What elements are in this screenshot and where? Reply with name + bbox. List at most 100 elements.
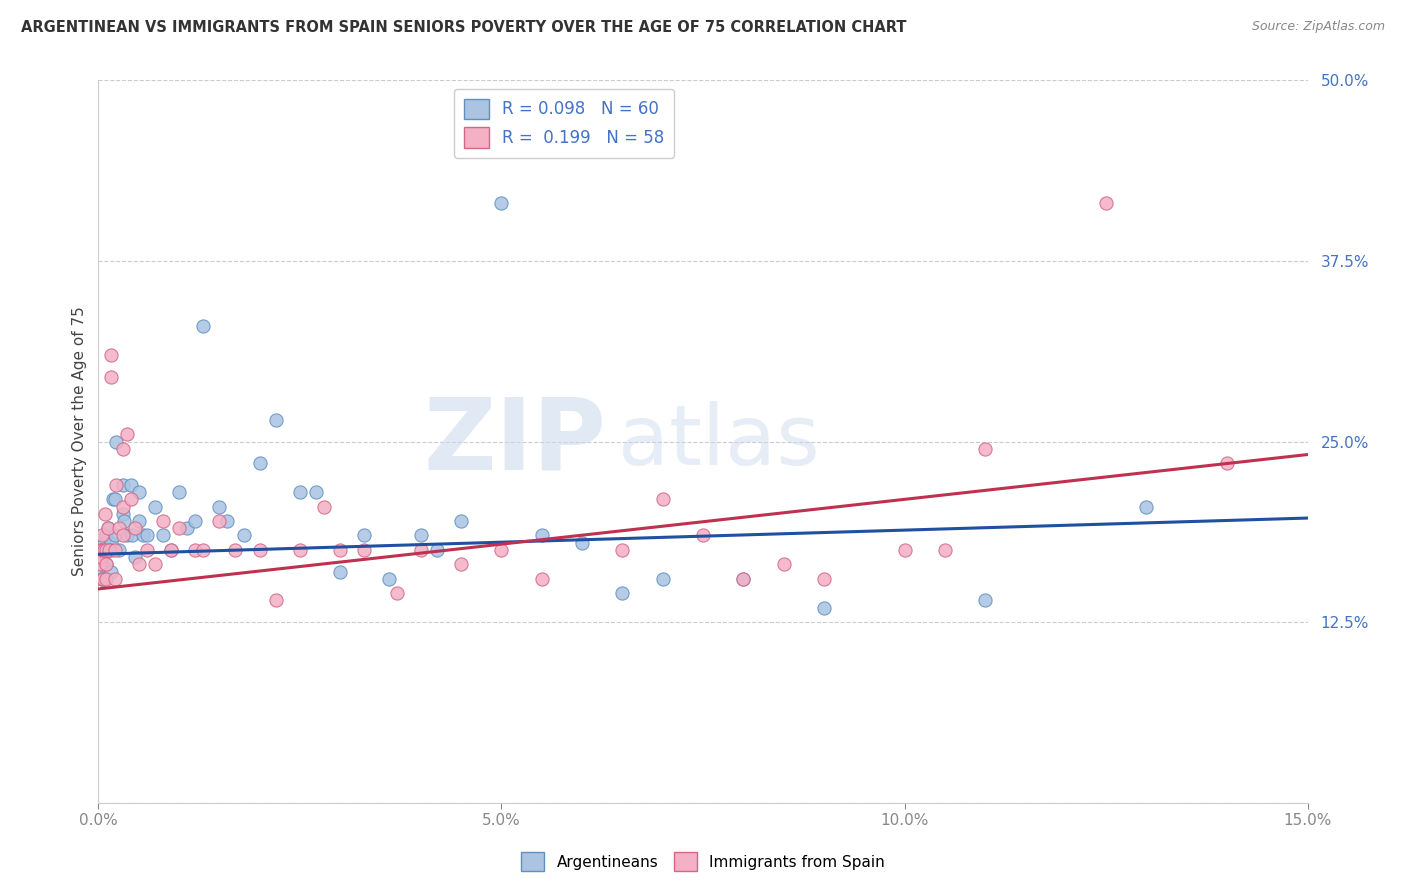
Point	[208, 500, 231, 514]
Point	[128, 558, 150, 572]
Point	[96, 572, 118, 586]
Point	[121, 528, 143, 542]
Point	[1095, 196, 1118, 211]
Point	[91, 572, 114, 586]
Point	[93, 535, 115, 549]
Point	[184, 542, 207, 557]
Point	[128, 514, 150, 528]
Text: ZIP: ZIP	[423, 393, 606, 490]
Point	[184, 514, 207, 528]
Point	[249, 542, 271, 557]
Point	[100, 565, 122, 579]
Point	[651, 492, 673, 507]
Point	[132, 528, 155, 542]
Point	[107, 521, 129, 535]
Point	[97, 521, 120, 535]
Point	[103, 542, 125, 557]
Point	[409, 528, 432, 542]
Point	[100, 348, 122, 362]
Point	[120, 492, 142, 507]
Point	[974, 442, 997, 456]
Point	[288, 542, 311, 557]
Point	[167, 485, 190, 500]
Point	[96, 558, 118, 572]
Point	[93, 542, 115, 557]
Point	[450, 514, 472, 528]
Point	[530, 528, 553, 542]
Point	[96, 542, 118, 557]
Point	[97, 521, 120, 535]
Point	[128, 485, 150, 500]
Point	[143, 500, 166, 514]
Point	[97, 542, 120, 557]
Point	[111, 500, 134, 514]
Point	[974, 593, 997, 607]
Point	[193, 318, 215, 333]
Point	[329, 565, 352, 579]
Point	[91, 550, 114, 565]
Point	[353, 528, 375, 542]
Point	[96, 528, 118, 542]
Point	[612, 542, 634, 557]
Point	[90, 528, 112, 542]
Point	[264, 413, 287, 427]
Point	[100, 535, 122, 549]
Point	[571, 535, 593, 549]
Point	[217, 514, 239, 528]
Point	[112, 514, 135, 528]
Point	[115, 427, 138, 442]
Point	[450, 558, 472, 572]
Point	[377, 572, 399, 586]
Point	[651, 572, 673, 586]
Point	[232, 528, 254, 542]
Point	[491, 542, 513, 557]
Point	[692, 528, 714, 542]
Point	[111, 528, 134, 542]
Point	[100, 369, 122, 384]
Point	[305, 485, 328, 500]
Point	[160, 542, 183, 557]
Point	[152, 528, 174, 542]
Point	[288, 485, 311, 500]
Point	[893, 542, 915, 557]
Point	[1216, 456, 1239, 470]
Point	[89, 542, 111, 557]
Point	[103, 528, 125, 542]
Point	[224, 542, 246, 557]
Point	[96, 542, 118, 557]
Point	[91, 558, 114, 572]
Point	[101, 492, 124, 507]
Point	[90, 550, 112, 565]
Legend: Argentineans, Immigrants from Spain: Argentineans, Immigrants from Spain	[516, 847, 890, 877]
Point	[733, 572, 755, 586]
Point	[329, 542, 352, 557]
Point	[111, 478, 134, 492]
Point	[91, 572, 114, 586]
Point	[612, 586, 634, 600]
Point	[491, 196, 513, 211]
Point	[90, 565, 112, 579]
Point	[120, 478, 142, 492]
Point	[193, 542, 215, 557]
Point	[176, 521, 198, 535]
Point	[94, 572, 117, 586]
Point	[115, 528, 138, 542]
Point	[111, 442, 134, 456]
Point	[426, 542, 449, 557]
Point	[107, 542, 129, 557]
Point	[96, 558, 118, 572]
Point	[143, 558, 166, 572]
Point	[264, 593, 287, 607]
Point	[91, 572, 114, 586]
Point	[152, 514, 174, 528]
Point	[385, 586, 408, 600]
Point	[813, 600, 835, 615]
Point	[530, 572, 553, 586]
Point	[100, 542, 122, 557]
Point	[97, 542, 120, 557]
Point	[934, 542, 956, 557]
Point	[135, 528, 157, 542]
Point	[111, 507, 134, 521]
Point	[733, 572, 755, 586]
Point	[353, 542, 375, 557]
